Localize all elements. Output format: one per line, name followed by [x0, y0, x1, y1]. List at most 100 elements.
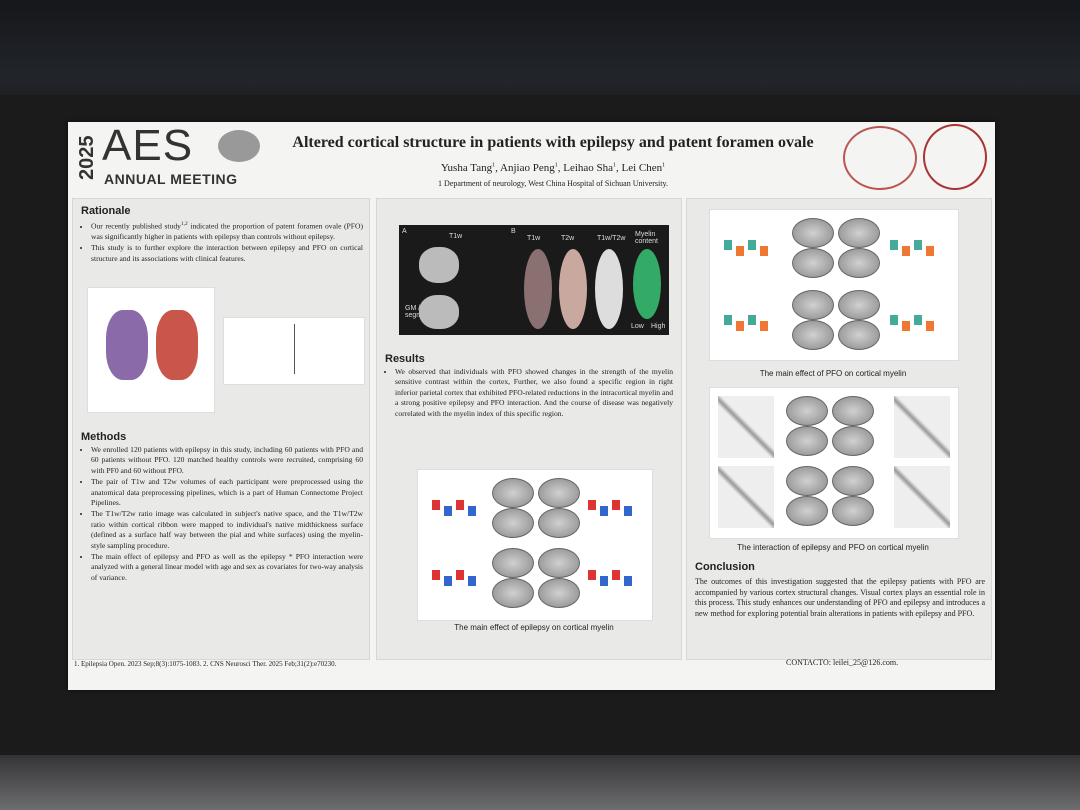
mri-label: T1w: [449, 233, 463, 240]
boxplot-box: [724, 315, 732, 325]
author-name: Leihao Sha: [563, 162, 614, 174]
affiliation: 1 Department of neurology, West China Ho…: [438, 179, 668, 188]
right-column: The main effect of PFO on cortical myeli…: [686, 198, 992, 660]
forest-axis: [294, 324, 295, 374]
boxplot-box: [432, 500, 440, 510]
brain-surface: [538, 578, 580, 608]
boxplot-box: [600, 576, 608, 586]
panel-label: A: [402, 228, 407, 235]
pfo-figure: [709, 209, 959, 361]
hospital-logo: [843, 126, 917, 190]
brain-surface: [832, 426, 874, 456]
interaction-figure: [709, 387, 959, 539]
logo: AES: [102, 121, 194, 170]
author-affiliation: 1: [613, 162, 617, 169]
forest-plot: [223, 317, 365, 385]
boxplot-box: [760, 246, 768, 256]
conclusion-text: The outcomes of this investigation sugge…: [695, 577, 985, 618]
rationale-bullet: This study is to further explore the int…: [91, 243, 363, 264]
brain-surface: [838, 248, 880, 278]
rationale-list: Our recently published study1,2 indicate…: [81, 219, 363, 264]
mri-slice: [633, 249, 661, 319]
brain-surface: [832, 396, 874, 426]
figure-caption: The interaction of epilepsy and PFO on c…: [737, 543, 929, 552]
boxplot-box: [926, 246, 934, 256]
mri-slice: [419, 247, 459, 283]
brain-surface: [838, 218, 880, 248]
heart-right: [156, 310, 198, 380]
boxplot-box: [902, 246, 910, 256]
section-heading: Rationale: [81, 205, 131, 217]
bullet-text: This study is to further explore the int…: [91, 243, 363, 263]
heart-diagram: [87, 287, 215, 413]
boxplot-box: [914, 240, 922, 250]
boxplot-box: [588, 500, 596, 510]
boxplot-box: [736, 246, 744, 256]
methods-list: We enrolled 120 patients with epilepsy i…: [81, 445, 363, 583]
methods-bullet: The pair of T1w and T2w volumes of each …: [91, 477, 363, 508]
conclusion: Conclusion The outcomes of this investig…: [695, 561, 985, 619]
results: Results We observed that individuals wit…: [385, 353, 673, 420]
boxplot-box: [624, 506, 632, 516]
panel-label: B: [511, 228, 516, 235]
boxplot-box: [724, 240, 732, 250]
section-heading: Results: [385, 353, 425, 365]
brain-surface: [492, 548, 534, 578]
interaction-plot: [894, 466, 950, 528]
references: 1. Epilepsia Open. 2023 Sep;8(3):1075-10…: [74, 660, 337, 668]
logo-brain-icon: [218, 130, 260, 162]
brain-surface: [786, 396, 828, 426]
brain-surface: [786, 496, 828, 526]
authors: Yusha Tang1, Anjiao Peng1, Leihao Sha1, …: [273, 162, 833, 174]
boxplot-box: [612, 500, 620, 510]
left-column: Rationale Our recently published study1,…: [72, 198, 370, 660]
boxplot-box: [890, 240, 898, 250]
logo-year: 2025: [76, 135, 98, 181]
mri-label: T1w/T2w: [597, 235, 626, 242]
author-name: Yusha Tang: [440, 162, 493, 174]
contact: CONTACTO: leilei_25@126.com.: [786, 658, 899, 667]
figure-caption: The main effect of epilepsy on cortical …: [454, 623, 614, 632]
bullet-text: indicated the proportion of patent foram…: [91, 221, 364, 241]
interaction-plot: [718, 466, 774, 528]
middle-column: A B T1w T1w T2w T1w/T2w Myelin content G…: [376, 198, 682, 660]
brain-surface: [832, 496, 874, 526]
boxplot-box: [926, 321, 934, 331]
mri-slice: [524, 249, 552, 329]
brain-surface: [792, 248, 834, 278]
results-text: We observed that individuals with PFO sh…: [395, 367, 673, 419]
figure-caption: The main effect of PFO on cortical myeli…: [759, 369, 907, 378]
boxplot-box: [748, 240, 756, 250]
author-separator: ,: [557, 162, 564, 174]
brain-surface: [538, 548, 580, 578]
rationale-bullet: Our recently published study1,2 indicate…: [91, 219, 363, 242]
brain-surface: [538, 478, 580, 508]
brain-surface: [792, 320, 834, 350]
boxplot-box: [760, 321, 768, 331]
methods-bullet: The main effect of epilepsy and PFO as w…: [91, 552, 363, 583]
author-separator: ,: [495, 162, 501, 174]
brain-surface: [838, 290, 880, 320]
mri-label: T1w: [527, 235, 541, 242]
author-affiliation: 1: [662, 162, 666, 169]
brain-surface: [492, 478, 534, 508]
boxplot-box: [600, 506, 608, 516]
section-heading: Conclusion: [695, 561, 755, 573]
interaction-plot: [718, 396, 774, 458]
boxplot-box: [456, 500, 464, 510]
boxplot-box: [890, 315, 898, 325]
brain-surface: [538, 508, 580, 538]
author-affiliation: 1: [554, 162, 558, 169]
methods-bullet: The T1w/T2w ratio image was calculated i…: [91, 509, 363, 551]
mri-slice: [419, 295, 459, 329]
epilepsy-figure: [417, 469, 653, 621]
mri-label: Myelin content: [635, 231, 658, 245]
citation: 1,2: [180, 221, 188, 227]
boxplot-box: [456, 570, 464, 580]
boxplot-box: [468, 506, 476, 516]
poster-title: Altered cortical structure in patients w…: [292, 134, 814, 151]
logo-meeting: ANNUAL MEETING: [104, 171, 238, 187]
boxplot-box: [748, 315, 756, 325]
